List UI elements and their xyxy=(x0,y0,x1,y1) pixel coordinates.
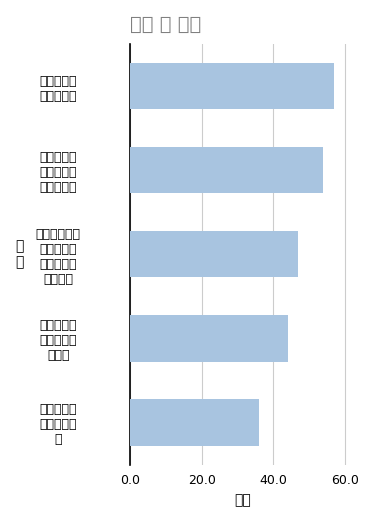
Y-axis label: 順
位: 順 位 xyxy=(15,239,23,269)
Bar xyxy=(130,315,288,362)
Text: 割合 と 理由: 割合 と 理由 xyxy=(130,15,201,34)
Bar xyxy=(130,399,259,446)
Bar xyxy=(130,63,334,109)
X-axis label: 割合: 割合 xyxy=(234,493,251,507)
Bar xyxy=(130,231,298,277)
Bar xyxy=(130,147,324,193)
